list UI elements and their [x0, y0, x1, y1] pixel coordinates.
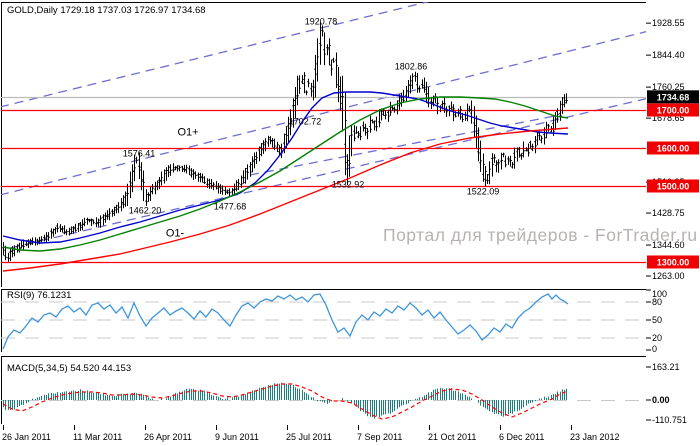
chart-title: GOLD,Daily 1729.18 1737.03 1726.97 1734.… — [7, 5, 206, 16]
macd-title: MACD(5,34,5) 54.520 44.153 — [7, 363, 131, 374]
price-axis-box — [647, 141, 699, 155]
ma-slow-line[interactable] — [2, 127, 569, 272]
price-axis-label: 1263.00 — [652, 271, 685, 281]
macd-panel[interactable] — [1, 356, 647, 425]
main-chart-overlays: 1920.78 1802.86 1702.72 1576.41 1532.92 1522.… — [123, 17, 500, 240]
macd-axis-label: 163.21 — [652, 362, 680, 372]
rsi-axis-label: 0 — [652, 344, 657, 354]
main-chart-panel[interactable] — [0, 0, 700, 288]
time-axis-label: 9 Jun 2011 — [215, 432, 259, 442]
time-axis-label: 23 Jan 2012 — [570, 432, 620, 442]
price-axis-box — [647, 90, 699, 104]
price-axis-label: 1344.60 — [652, 240, 685, 250]
time-axis-label: 21 Oct 2011 — [428, 432, 476, 442]
time-axis-label: 26 Apr 2011 — [144, 432, 192, 442]
macd-axis-label: -110.751 — [652, 415, 687, 425]
price-axis-label: 1928.55 — [652, 18, 685, 28]
time-axis-label: 25 Jul 2011 — [286, 432, 332, 442]
price-axis-label: 1844.40 — [652, 50, 685, 60]
chart-annotation[interactable]: 1532.92 — [332, 180, 365, 190]
macd-histogram-bars — [3, 382, 567, 419]
chart-annotation[interactable]: 1477.68 — [214, 202, 247, 212]
price-axis-box-label: 1734.68 — [657, 92, 690, 102]
ma-mid-line[interactable] — [2, 96, 569, 252]
price-bar-series — [2, 22, 568, 262]
price-axis-box — [647, 255, 699, 269]
price-bars — [2, 22, 568, 262]
chart-annotation[interactable]: O1- — [166, 228, 185, 240]
chart-annotation[interactable]: 1576.41 — [123, 149, 156, 159]
watermark: Портал для трейдеров - ForTrader.ru — [383, 225, 698, 245]
time-axis-label: 7 Sep 2011 — [357, 432, 402, 442]
chart-annotation[interactable]: 1802.86 — [395, 62, 428, 72]
rsi-line[interactable] — [2, 293, 569, 350]
price-axis-box-label: 1300.00 — [657, 257, 690, 267]
price-axis-label: 1760.25 — [652, 82, 685, 92]
chart-annotation[interactable]: 1920.78 — [305, 17, 338, 27]
rsi-axis-label: 50 — [652, 315, 662, 325]
price-axis-box-label: 1500.00 — [657, 181, 690, 191]
chart-annotation[interactable]: 1462.20 — [129, 206, 162, 216]
macd-signal-line[interactable] — [2, 383, 569, 420]
price-axis-box-label: 1700.00 — [657, 106, 690, 116]
price-axis-label: 1428.75 — [652, 208, 685, 218]
rsi-axis-label: 80 — [652, 297, 662, 307]
rsi-title: RSI(9) 76.1231 — [7, 290, 71, 301]
trendline[interactable] — [0, 18, 700, 196]
rsi-panel-border — [1, 289, 646, 352]
chart-annotation[interactable]: 1702.72 — [289, 117, 322, 127]
time-axis[interactable]: 26 Jan 2011 11 Mar 2011 26 Apr 2011 9 Jun 2… — [2, 425, 620, 442]
price-axis-box-label: 1600.00 — [657, 143, 690, 153]
trendline[interactable] — [249, 114, 561, 176]
price-axis[interactable]: 1928.551844.401760.251678.651510.351428.… — [646, 18, 699, 425]
price-axis-box — [647, 103, 699, 117]
rsi-panel[interactable] — [1, 289, 647, 353]
macd-histogram — [3, 382, 567, 419]
chart-annotation[interactable]: 1522.09 — [467, 187, 500, 197]
price-axis-box — [647, 179, 699, 193]
time-axis-label: 11 Mar 2011 — [73, 432, 122, 442]
time-axis-label: 26 Jan 2011 — [2, 432, 51, 442]
ma-fast-line[interactable] — [2, 91, 569, 244]
macd-panel-border — [1, 356, 646, 424]
rsi-axis-label: 100 — [652, 289, 667, 299]
price-axis-label: 1678.65 — [652, 113, 685, 123]
chart-annotation[interactable]: O1+ — [177, 127, 198, 139]
macd-axis-label: 0.00 — [652, 395, 670, 405]
trendline[interactable] — [9, 86, 700, 249]
time-axis-label: 6 Dec 2011 — [499, 432, 544, 442]
rsi-axis-label: 20 — [652, 333, 662, 343]
